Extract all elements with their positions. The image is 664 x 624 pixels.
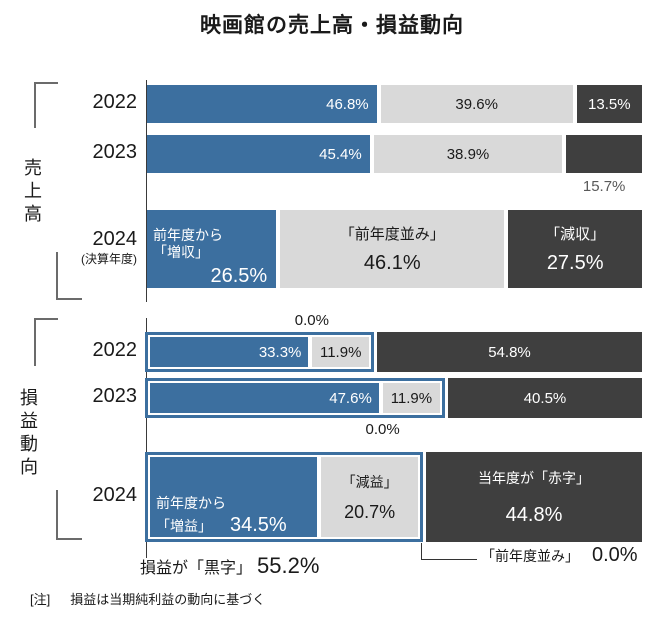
year-text: 2022 — [92, 339, 138, 361]
year-text: 2024 — [92, 228, 138, 250]
bracket-profit-bottom — [56, 490, 82, 540]
flat-callout-label: 「前年度並み」 — [481, 548, 579, 564]
segment-flat: 11.9% — [312, 337, 369, 367]
segment-value-label: 27.5% — [546, 252, 604, 274]
segment-flat: 39.6% — [380, 85, 573, 123]
segment-increase: 45.4% — [147, 135, 370, 173]
zero-value-label: 0.0% — [294, 312, 329, 329]
year-label: 2023 — [42, 385, 138, 408]
year-text: 2022 — [92, 91, 138, 113]
zero-value-label: 0.0% — [365, 421, 400, 438]
black-ink-label: 損益が「黒字」 — [140, 560, 253, 577]
callout-line-horizontal — [421, 559, 477, 560]
callout-line-vertical — [421, 543, 422, 560]
bracket-sales-bottom — [56, 252, 82, 300]
axis-line-sales — [146, 80, 147, 302]
segment-title-label: 「前年度並み」 — [339, 226, 445, 243]
year-label: 2024 (決算年度) — [42, 228, 137, 267]
segment-flat: 「前年度並み」 46.1% — [280, 210, 505, 288]
section-label-profit: 損益動向 — [18, 388, 38, 480]
segment-increase: 33.3% — [150, 337, 309, 367]
section-label-sales: 売上高 — [22, 158, 42, 227]
segment-decrease: 「減収」 27.5% — [508, 210, 642, 288]
segment-flat: 「減益」 20.7% — [321, 457, 418, 537]
segment-value-label: 47.6% — [329, 389, 372, 407]
footnote-prefix: [注] — [30, 592, 51, 607]
black-ink-frame: 前年度から「増益」 34.5% 「減益」 20.7% — [145, 452, 423, 542]
segment-value-label: 46.8% — [326, 95, 369, 113]
segment-title-label: 前年度から — [153, 227, 223, 243]
segment-value-label: 11.9% — [390, 389, 433, 407]
segment-value-label: 39.6% — [455, 95, 498, 113]
footnote-text: 損益は当期純利益の動向に基づく — [70, 592, 266, 607]
segment-value-label: 20.7% — [344, 501, 396, 522]
segment-value-label: 46.1% — [363, 252, 421, 274]
segment-value-label: 45.4% — [319, 145, 362, 163]
segment-title-row: 「増益」 34.5% — [156, 513, 287, 537]
segment-increase: 46.8% — [147, 85, 377, 123]
bracket-sales-top — [34, 82, 58, 128]
black-ink-frame: 33.3% 11.9% — [145, 332, 374, 372]
year-label: 2023 — [42, 141, 138, 164]
black-ink-value: 55.2% — [257, 553, 320, 578]
segment-value-label: 26.5% — [210, 265, 268, 287]
black-ink-frame: 47.6% 11.9% — [145, 378, 445, 418]
bar-row-2022: 46.8% 39.6% 13.5% — [147, 85, 642, 123]
segment-title-label: 前年度から — [156, 495, 226, 511]
segment-value-label: 44.8% — [505, 503, 563, 526]
segment-title-label: 「減益」 — [341, 473, 398, 490]
bar-row-2023: 45.4% 38.9% — [147, 135, 642, 173]
year-label: 2022 — [42, 339, 138, 362]
segment-title-label: 当年度が「赤字」 — [478, 469, 590, 486]
segment-value-label: 40.5% — [523, 389, 567, 407]
segment-value-label: 38.9% — [446, 145, 490, 163]
flat-zero-callout: 「前年度並み」 0.0% — [481, 544, 638, 567]
segment-flat: 11.9% — [382, 383, 440, 413]
footnote: [注] 損益は当期純利益の動向に基づく — [30, 589, 265, 608]
segment-increase: 前年度から「増益」 34.5% — [150, 457, 318, 537]
segment-value-label: 34.5% — [230, 514, 287, 536]
segment-deficit: 54.8% — [377, 332, 642, 372]
segment-flat: 38.9% — [373, 135, 563, 173]
segment-increase: 前年度から 「増収」 26.5% — [147, 210, 277, 288]
bracket-profit-top — [34, 318, 58, 366]
year-text: 2024 — [92, 484, 138, 506]
segment-deficit: 40.5% — [448, 378, 642, 418]
segment-deficit: 当年度が「赤字」 44.8% — [426, 452, 642, 542]
flat-callout-value: 0.0% — [592, 544, 638, 566]
segment-title-label: 「減収」 — [545, 226, 606, 243]
bar-row-2024: 前年度から「増益」 34.5% 「減益」 20.7% 当年度が「赤字」 44.8% — [145, 452, 642, 542]
segment-decrease — [566, 135, 642, 173]
segment-value-label: 33.3% — [258, 343, 302, 361]
segment-increase: 47.6% — [150, 383, 379, 413]
year-text: 2023 — [92, 141, 138, 163]
bar-row-2022: 33.3% 11.9% 54.8% — [145, 332, 642, 372]
axis-line-profit — [146, 318, 147, 558]
black-ink-total-annotation: 損益が「黒字」 55.2% — [140, 553, 319, 579]
year-note: (決算年度) — [81, 252, 137, 266]
year-label: 2022 — [42, 91, 138, 114]
segment-value-label: 13.5% — [588, 95, 631, 113]
year-label: 2024 — [42, 484, 138, 507]
segment-value-label: 54.8% — [488, 343, 531, 361]
segment-title-label: 「増収」 — [153, 244, 209, 260]
year-text: 2023 — [92, 385, 138, 407]
segment-title-label: 「増益」 — [156, 518, 212, 534]
bar-row-2023: 47.6% 11.9% 40.5% — [145, 378, 642, 418]
segment-value-label: 11.9% — [319, 343, 362, 361]
segment-decrease: 13.5% — [576, 85, 642, 123]
bar-row-2024: 前年度から 「増収」 26.5% 「前年度並み」 46.1% 「減収」 27.5% — [147, 210, 642, 288]
chart-title: 映画館の売上高・損益動向 — [200, 14, 464, 37]
segment-value-label-outside: 15.7% — [582, 178, 626, 195]
